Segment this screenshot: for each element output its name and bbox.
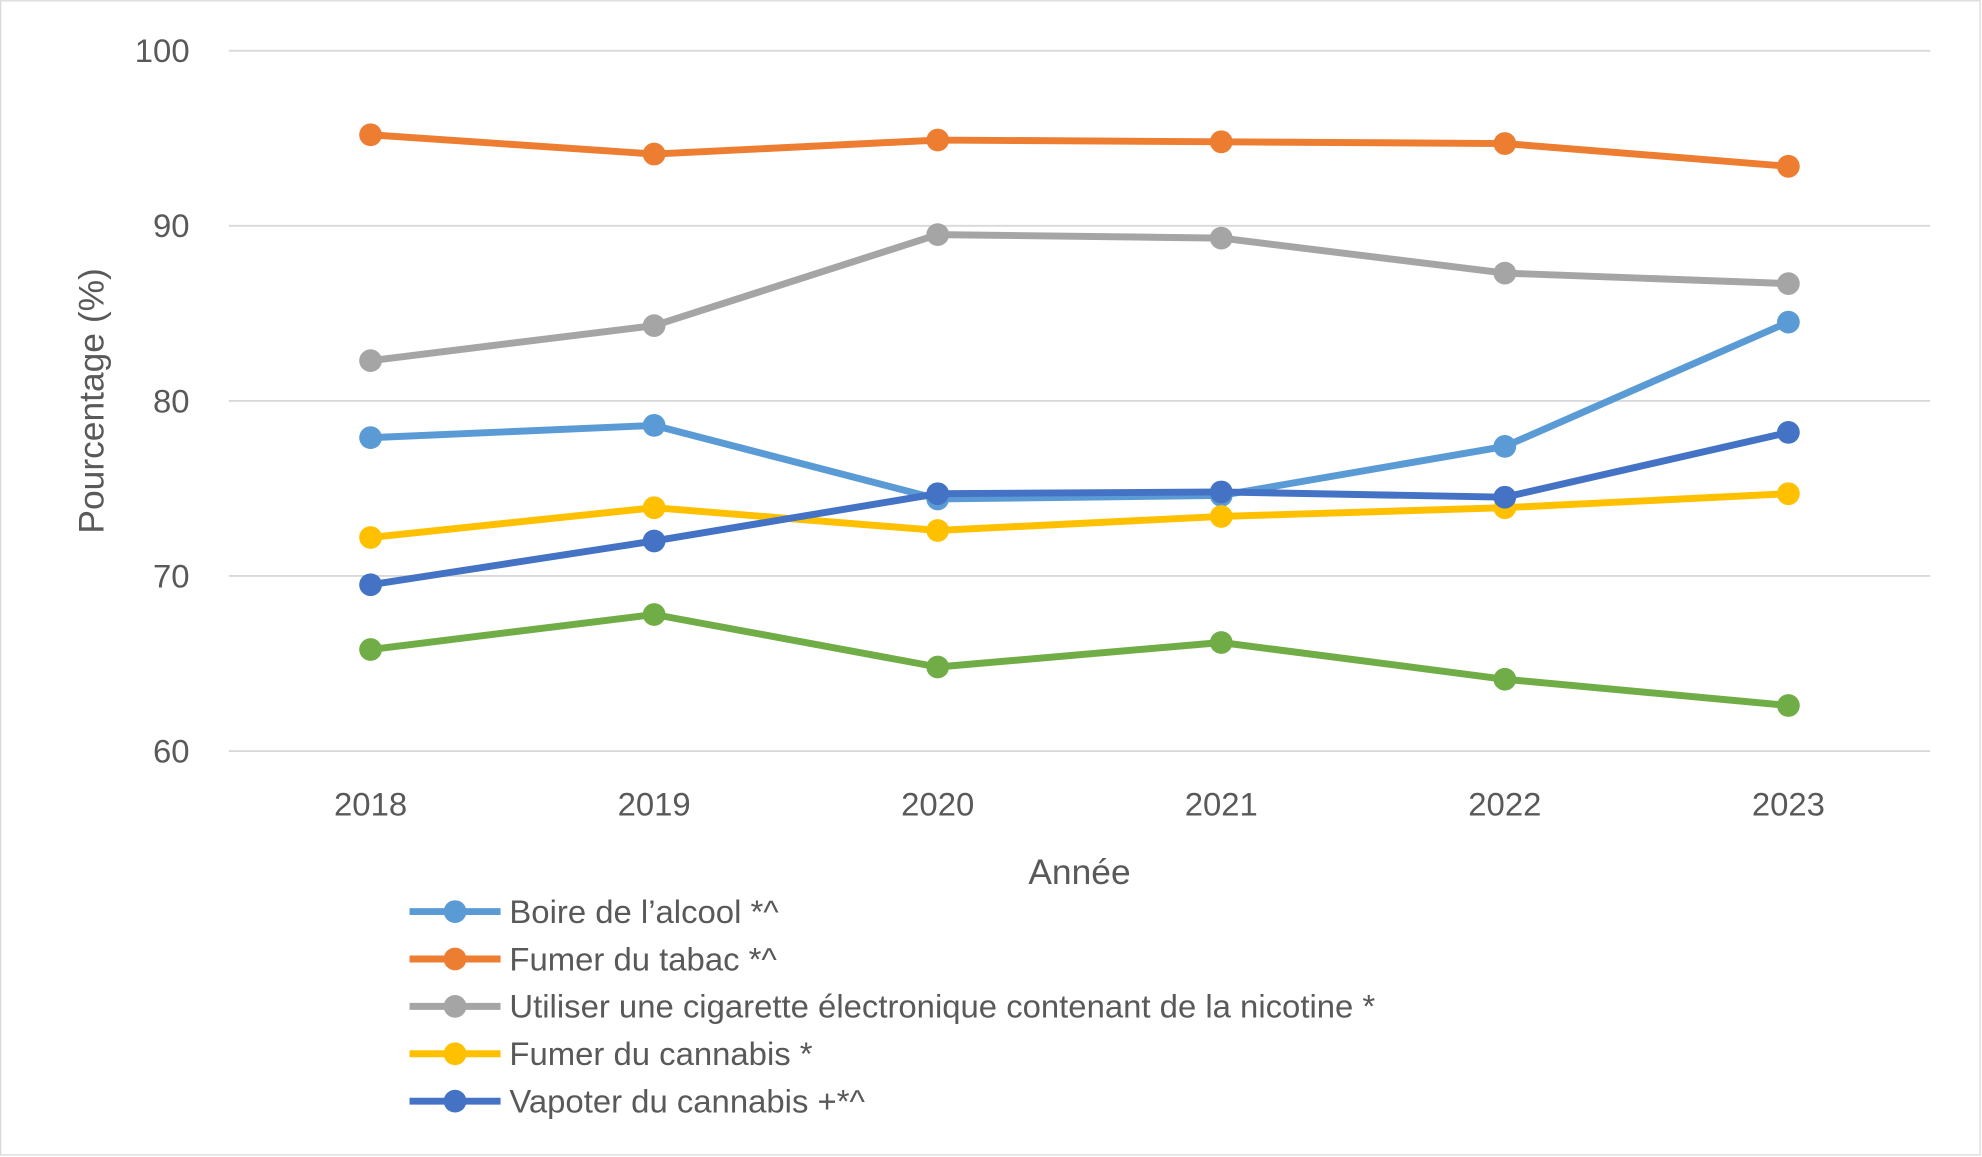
series-line: [370, 490, 1789, 541]
data-point: [1493, 435, 1517, 458]
data-point: [642, 496, 666, 520]
series-line: [370, 611, 1789, 709]
data-point: [1777, 272, 1800, 295]
data-point: [1209, 130, 1233, 154]
x-tick-label: 2018: [334, 786, 407, 823]
data-point: [1777, 310, 1800, 334]
data-point: [1209, 226, 1233, 250]
series-line: [370, 318, 1790, 503]
series-5: [359, 603, 1800, 717]
data-point: [1777, 154, 1800, 178]
data-point: [359, 123, 382, 147]
data-point: [359, 426, 382, 450]
data-point: [359, 573, 382, 597]
data-point: [926, 223, 950, 246]
x-tick-label: 2022: [1468, 786, 1541, 823]
data-point: [1209, 631, 1233, 654]
data-point: [926, 128, 950, 152]
legend-marker: [443, 994, 467, 1018]
series-4: [359, 421, 1800, 597]
legend-label: Utiliser une cigarette électronique cont…: [509, 988, 1375, 1025]
data-point: [1493, 485, 1517, 509]
legend-label: Vapoter du cannabis +*^: [509, 1083, 865, 1120]
legend-label: Boire de l’alcool *^: [509, 893, 779, 930]
series-2: [359, 223, 1800, 373]
legend-label: Fumer du cannabis *: [509, 1035, 812, 1072]
data-point: [642, 414, 666, 437]
data-point: [926, 655, 950, 679]
x-axis-label: Année: [1028, 853, 1130, 892]
legend-marker: [443, 1042, 467, 1066]
legend-marker: [443, 900, 467, 923]
x-tick-label: 2020: [901, 786, 974, 823]
y-tick-label: 70: [153, 557, 190, 594]
x-tick-label: 2023: [1752, 786, 1825, 823]
legend-label: Fumer du tabac *^: [509, 940, 777, 977]
data-point: [926, 519, 950, 542]
legend-item: Fumer du tabac *^: [409, 940, 777, 977]
data-point: [642, 314, 666, 338]
data-point: [926, 482, 950, 506]
data-point: [642, 529, 666, 553]
legend-item: Utiliser une cigarette électronique cont…: [409, 988, 1375, 1025]
legend-item: Fumer du cannabis *: [409, 1035, 813, 1072]
data-point: [1493, 261, 1517, 285]
legend-marker: [443, 1089, 467, 1113]
data-point: [1777, 482, 1800, 506]
data-point: [359, 638, 382, 661]
series-line: [370, 131, 1789, 170]
data-point: [1493, 132, 1517, 155]
series-line: [370, 429, 1790, 589]
data-point: [1777, 421, 1800, 444]
data-point: [642, 603, 666, 626]
x-tick-label: 2019: [618, 786, 691, 823]
data-point: [359, 349, 382, 373]
legend-marker: [443, 947, 467, 971]
legend-item: Vapoter du cannabis +*^: [409, 1083, 866, 1120]
data-point: [1493, 667, 1517, 691]
y-tick-label: 80: [153, 382, 190, 419]
series-1: [359, 123, 1800, 178]
data-point: [1209, 480, 1233, 504]
data-point: [359, 526, 382, 549]
x-tick-label: 2021: [1185, 786, 1258, 823]
y-tick-label: 60: [153, 732, 190, 769]
data-point: [1777, 694, 1800, 717]
data-point: [642, 142, 666, 166]
y-axis-label: Pourcentage (%): [73, 268, 112, 533]
data-point: [1209, 505, 1233, 528]
y-tick-label: 100: [135, 32, 190, 69]
y-tick-label: 90: [153, 207, 190, 244]
series-line: [370, 231, 1789, 365]
legend-item: Boire de l’alcool *^: [409, 893, 779, 930]
